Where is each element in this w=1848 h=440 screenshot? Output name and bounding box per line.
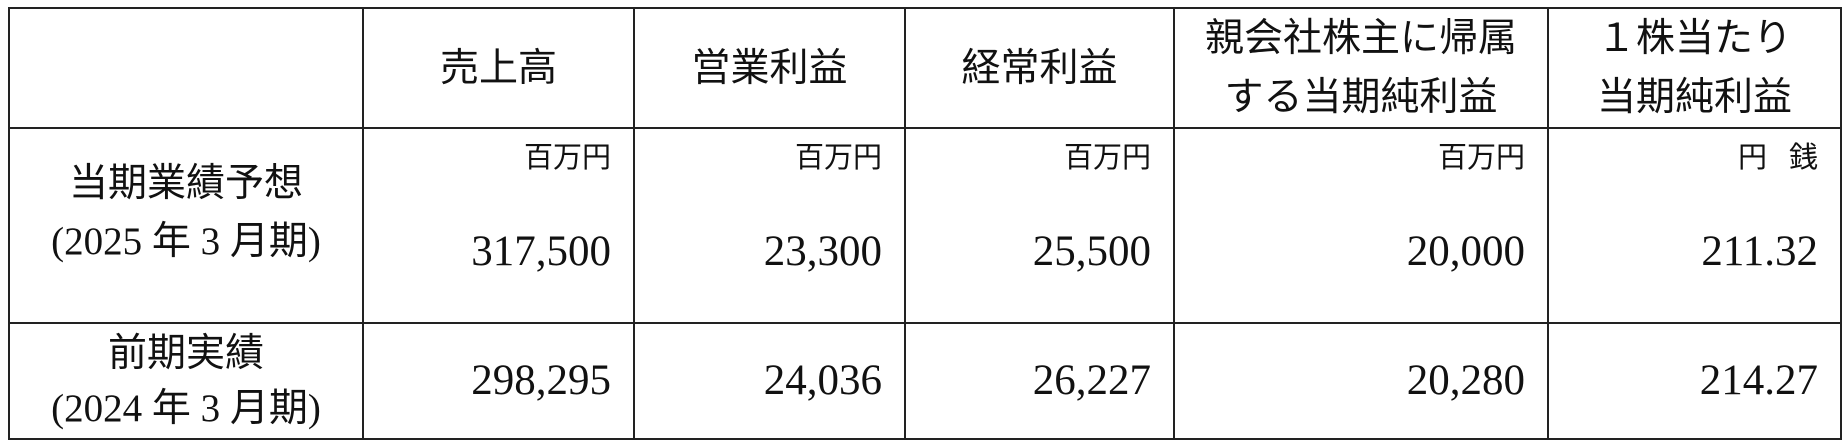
cell-ordinary-income: 百万円 25,500 (904, 127, 1175, 324)
header-line: する当期純利益 (1224, 76, 1498, 119)
header-empty-cell (8, 7, 364, 129)
cell-operating-income: 24,036 (633, 322, 906, 440)
unit-label: 円銭 (1549, 138, 1818, 178)
header-line: 当期純利益 (1596, 76, 1792, 119)
header-row: 売上高 営業利益 経常利益 親会社株主に帰属 する当期純利益 １株当たり 当期純… (8, 7, 1842, 129)
cell-net-sales: 298,295 (362, 322, 635, 440)
value: 20,280 (1406, 357, 1525, 404)
row-label-line: 当期業績予想 (68, 162, 303, 205)
unit-yen: 円 (1737, 142, 1767, 174)
header-line: 親会社株主に帰属 (1204, 17, 1517, 60)
value: 25,500 (1032, 228, 1151, 275)
header-eps: １株当たり 当期純利益 (1547, 7, 1842, 129)
row-label-line: 前期実績 (107, 332, 264, 375)
value: 24,036 (763, 357, 882, 404)
header-net-sales: 売上高 (362, 7, 635, 129)
header-line: １株当たり (1596, 17, 1792, 60)
unit-sen: 銭 (1788, 142, 1818, 174)
value: 298,295 (471, 357, 611, 404)
header-net-income-parent: 親会社株主に帰属 する当期純利益 (1173, 7, 1549, 129)
value: 26,227 (1032, 357, 1151, 404)
value: 23,300 (763, 228, 882, 275)
cell-ordinary-income: 26,227 (904, 322, 1175, 440)
forecast-table: 売上高 営業利益 経常利益 親会社株主に帰属 する当期純利益 １株当たり 当期純… (8, 7, 1842, 440)
unit-label: 百万円 (523, 142, 611, 174)
header-operating-income: 営業利益 (633, 7, 906, 129)
value: 317,500 (471, 228, 611, 275)
value: 214.27 (1699, 357, 1818, 404)
row-label: 当期業績予想 (2025 年 3 月期) (8, 127, 364, 324)
row-label: 前期実績 (2024 年 3 月期) (8, 322, 364, 440)
cell-eps: 214.27 (1547, 322, 1842, 440)
cell-operating-income: 百万円 23,300 (633, 127, 906, 324)
value: 20,000 (1406, 228, 1525, 275)
unit-label: 百万円 (1437, 142, 1525, 174)
value: 211.32 (1701, 228, 1818, 275)
table-row: 前期実績 (2024 年 3 月期) 298,295 24,036 26,227… (8, 322, 1842, 440)
cell-net-sales: 百万円 317,500 (362, 127, 635, 324)
row-label-line: (2024 年 3 月期) (51, 387, 321, 430)
cell-net-income-parent: 20,280 (1173, 322, 1549, 440)
table-row: 当期業績予想 (2025 年 3 月期) 百万円 317,500 百万円 23,… (8, 127, 1842, 324)
cell-eps: 円銭 211.32 (1547, 127, 1842, 324)
unit-label: 百万円 (1063, 142, 1151, 174)
unit-label: 百万円 (794, 142, 882, 174)
cell-net-income-parent: 百万円 20,000 (1173, 127, 1549, 324)
row-label-line: (2025 年 3 月期) (51, 220, 321, 263)
header-ordinary-income: 経常利益 (904, 7, 1175, 129)
